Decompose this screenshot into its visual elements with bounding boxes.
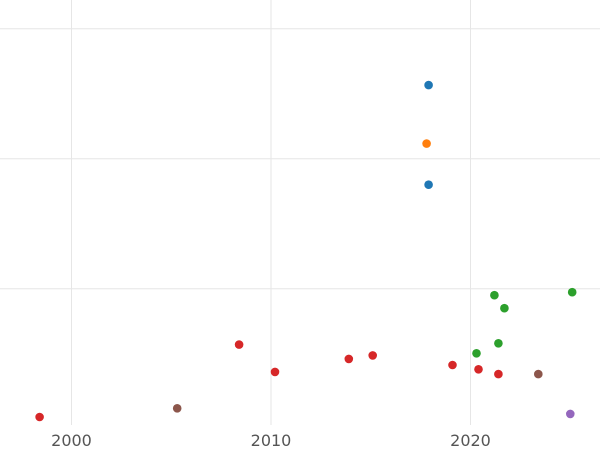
series-5 [566,409,575,419]
points-layer [35,80,577,422]
data-point [234,340,244,349]
data-point [494,339,503,348]
data-point [567,287,577,297]
data-point [534,369,543,379]
series-1 [422,139,431,148]
data-point [422,139,431,148]
data-point [368,351,378,360]
data-point [344,354,354,364]
data-point [270,367,280,377]
series-0 [424,80,433,189]
data-point [500,303,509,313]
x-tick-label-2020: 2020 [450,431,491,450]
data-point [448,360,457,370]
data-point [566,409,575,419]
data-point [424,80,433,90]
data-point [35,412,44,422]
series-3 [35,340,503,422]
data-point [424,180,433,189]
data-point [172,404,182,413]
series-4 [172,369,543,413]
x-axis: 2000 2010 2020 [51,431,491,450]
data-point [474,365,483,374]
data-point [490,290,499,300]
data-point [494,369,503,379]
series-2 [472,287,577,358]
x-tick-label-2010: 2010 [251,431,292,450]
x-tick-label-2000: 2000 [51,431,92,450]
grid-layer [0,0,600,425]
data-point [472,349,481,358]
